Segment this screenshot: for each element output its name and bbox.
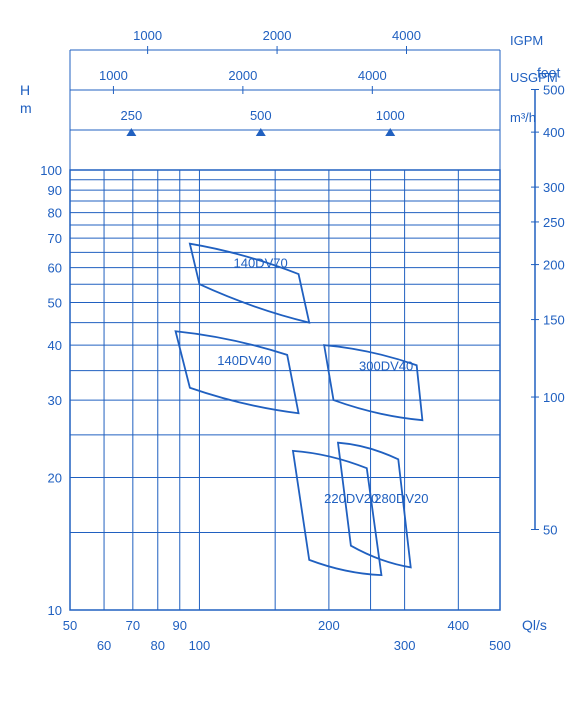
x-tick: 200 xyxy=(318,618,340,633)
y-left-tick: 80 xyxy=(48,206,62,221)
pump-selection-chart: 102030405060708090100Hm50100150200250300… xyxy=(0,0,580,706)
m3h-tick: 500 xyxy=(250,108,272,123)
x-tick: 100 xyxy=(189,638,211,653)
m3h-tick: 1000 xyxy=(376,108,405,123)
y-left-tick: 60 xyxy=(48,261,62,276)
x-tick: 50 xyxy=(63,618,77,633)
x-tick: 500 xyxy=(489,638,511,653)
region-label-220DV20: 220DV20 xyxy=(324,491,378,506)
m3h-marker-icon xyxy=(385,128,395,136)
y-left-tick: 90 xyxy=(48,183,62,198)
m3h-tick: 250 xyxy=(120,108,142,123)
plot-border xyxy=(70,170,500,610)
region-label-300DV40: 300DV40 xyxy=(359,359,413,374)
usgpm-tick: 4000 xyxy=(358,68,387,83)
region-label-280DV20: 280DV20 xyxy=(374,491,428,506)
y-right-tick: 100 xyxy=(543,390,565,405)
y-left-label-H: H xyxy=(20,82,30,98)
igpm-tick: 2000 xyxy=(263,28,292,43)
x-tick: 90 xyxy=(173,618,187,633)
usgpm-tick: 1000 xyxy=(99,68,128,83)
m3h-label: m³/h xyxy=(510,110,536,125)
igpm-tick: 1000 xyxy=(133,28,162,43)
y-left-tick: 40 xyxy=(48,338,62,353)
region-label-140DV70: 140DV70 xyxy=(233,256,287,271)
igpm-label: IGPM xyxy=(510,33,543,48)
x-tick: 70 xyxy=(126,618,140,633)
y-right-tick: 50 xyxy=(543,522,557,537)
m3h-marker-icon xyxy=(126,128,136,136)
chart-svg: 102030405060708090100Hm50100150200250300… xyxy=(0,0,580,706)
y-right-tick: 150 xyxy=(543,313,565,328)
y-left-tick: 10 xyxy=(48,603,62,618)
m3h-marker-icon xyxy=(256,128,266,136)
y-right-tick: 300 xyxy=(543,180,565,195)
region-300DV40 xyxy=(324,345,422,420)
x-label: Ql/s xyxy=(522,617,547,633)
y-left-tick: 70 xyxy=(48,231,62,246)
usgpm-label: USGPM xyxy=(510,70,558,85)
y-right-tick: 250 xyxy=(543,215,565,230)
x-tick: 400 xyxy=(447,618,469,633)
y-left-tick: 20 xyxy=(48,471,62,486)
y-left-label-m: m xyxy=(20,100,32,116)
region-label-140DV40: 140DV40 xyxy=(217,353,271,368)
region-220DV20 xyxy=(293,451,381,575)
usgpm-tick: 2000 xyxy=(228,68,257,83)
x-tick: 300 xyxy=(394,638,416,653)
igpm-tick: 4000 xyxy=(392,28,421,43)
y-left-tick: 30 xyxy=(48,393,62,408)
x-tick: 60 xyxy=(97,638,111,653)
x-tick: 80 xyxy=(151,638,165,653)
y-right-tick: 400 xyxy=(543,125,565,140)
region-140DV40 xyxy=(176,331,299,413)
y-left-tick: 50 xyxy=(48,295,62,310)
y-left-tick: 100 xyxy=(40,163,62,178)
y-right-tick: 200 xyxy=(543,258,565,273)
